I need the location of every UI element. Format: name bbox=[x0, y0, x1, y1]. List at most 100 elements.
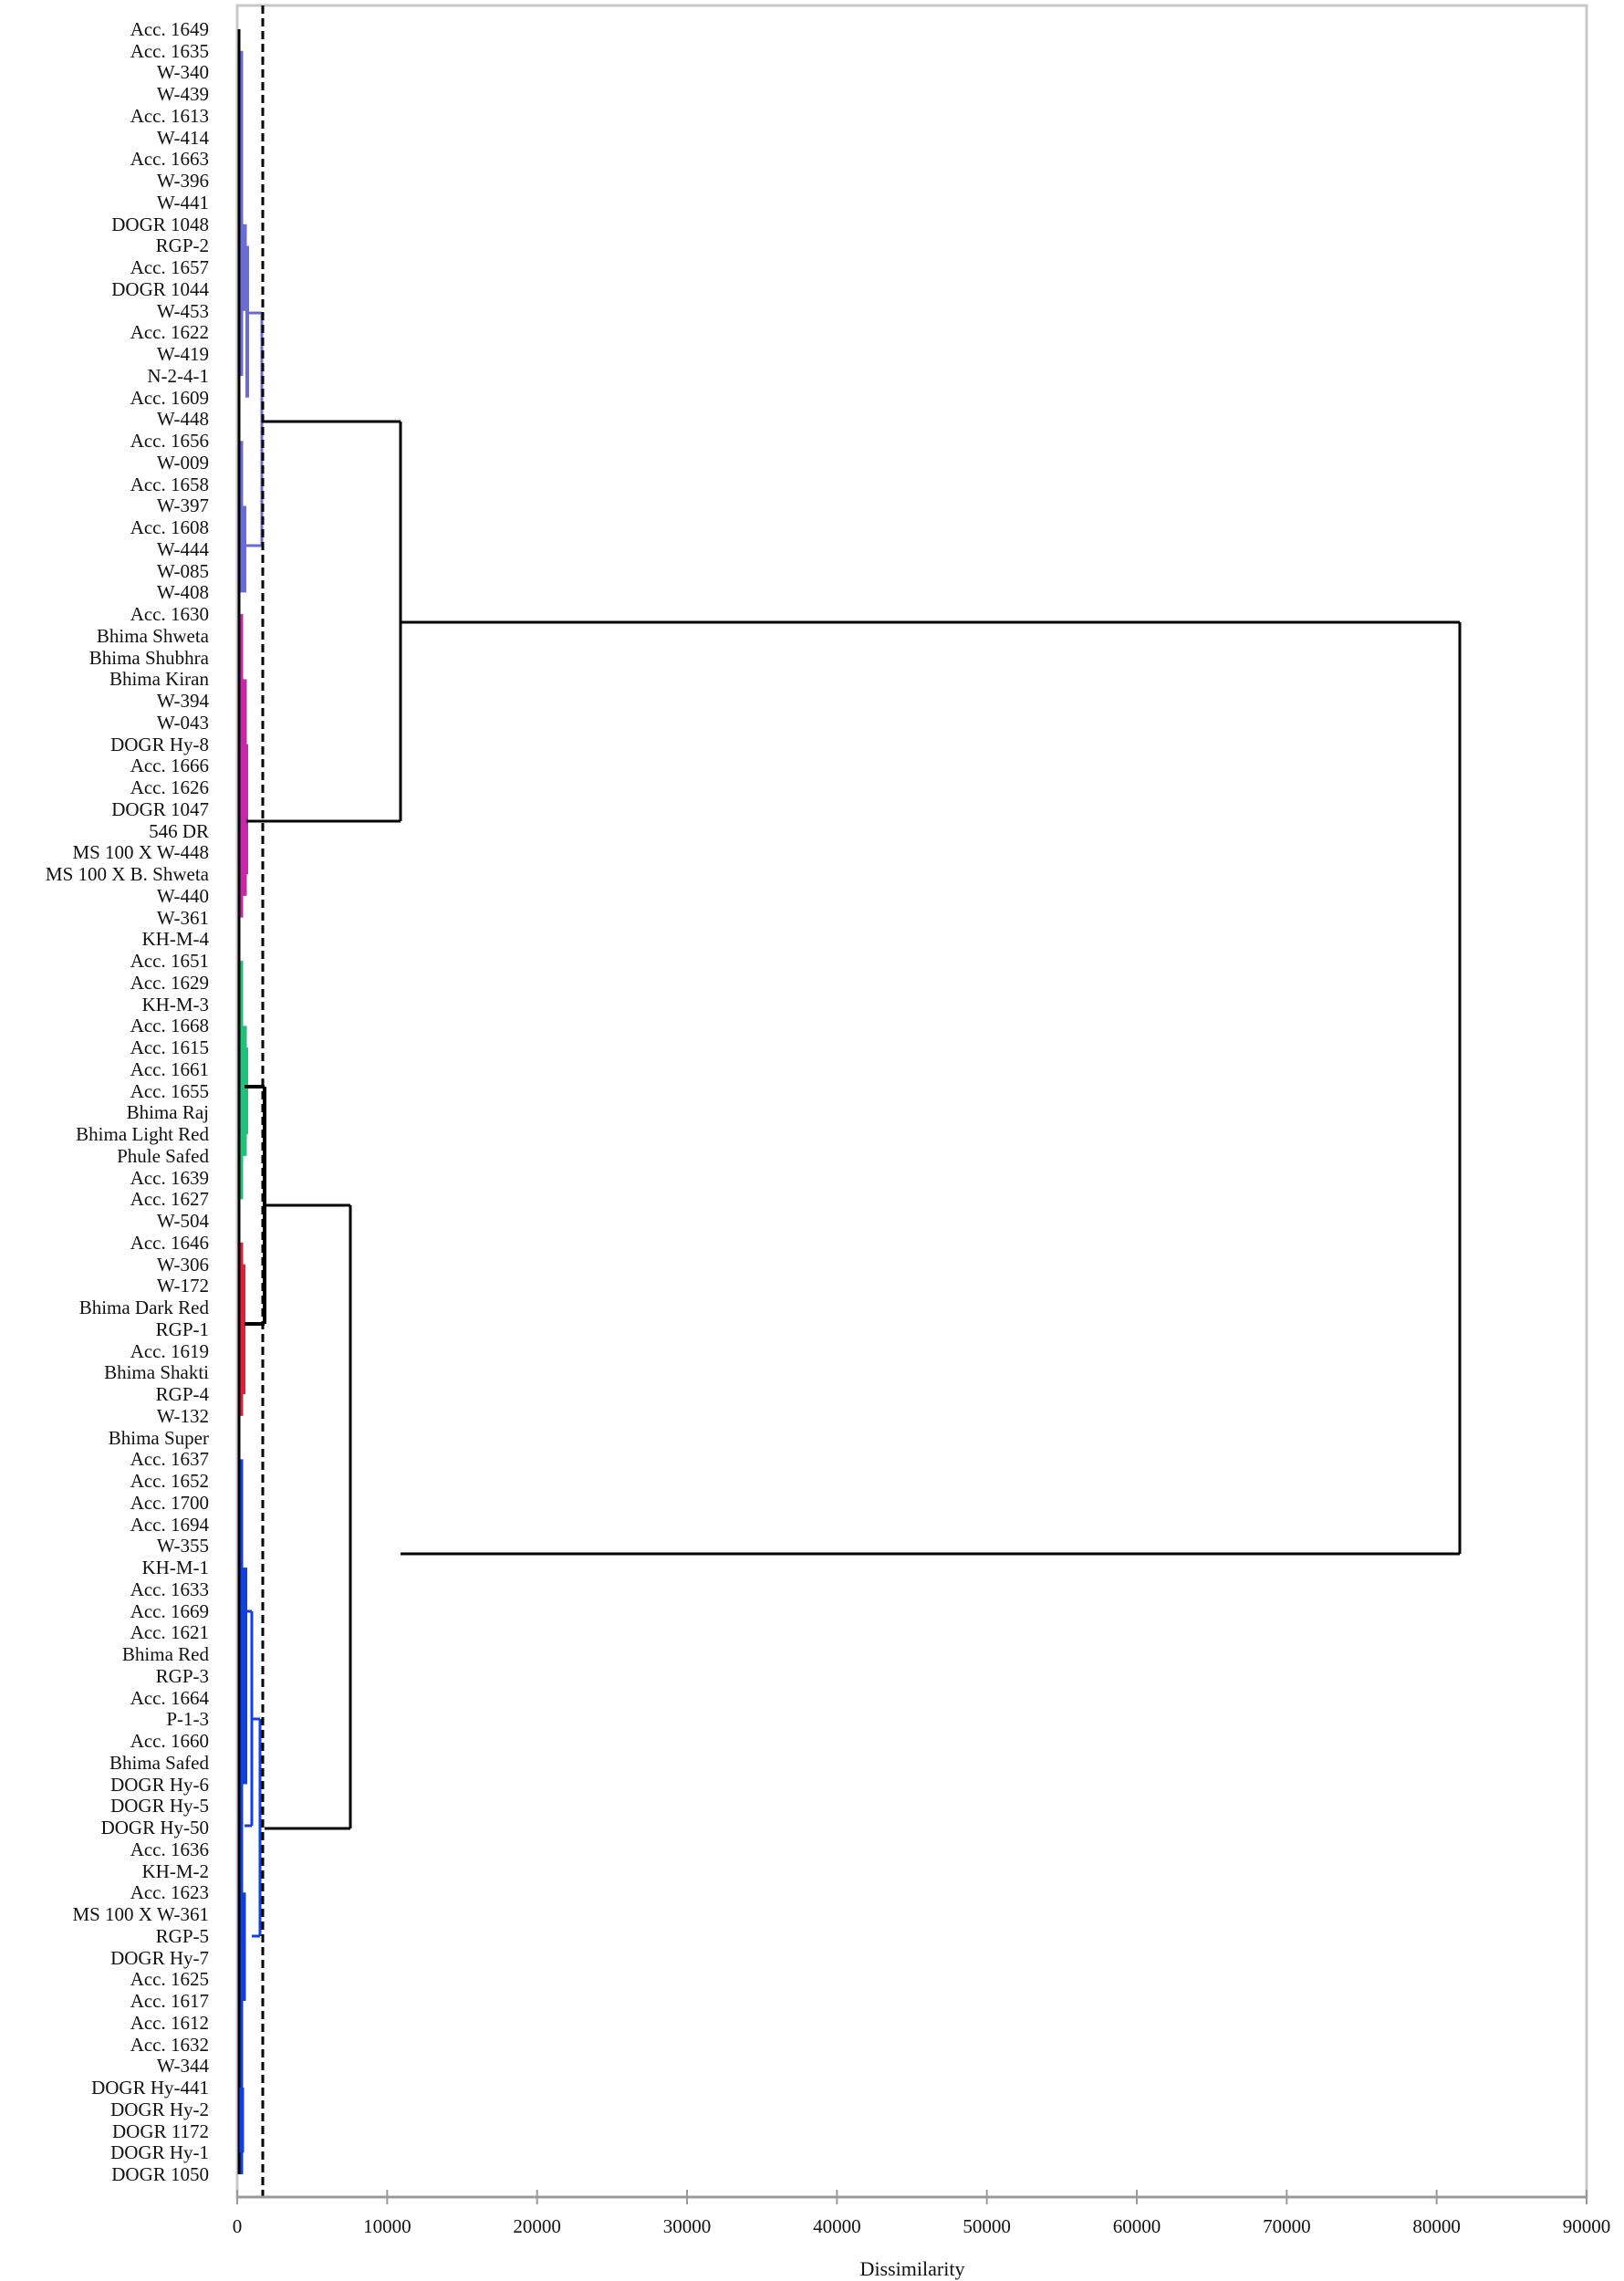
leaf-label: Acc. 1630 bbox=[130, 603, 209, 626]
x-tick-label: 20000 bbox=[513, 2215, 561, 2237]
leaf-label: Acc. 1609 bbox=[130, 386, 209, 409]
leaf-label: Bhima Dark Red bbox=[78, 1297, 209, 1319]
leaf-label: Acc. 1649 bbox=[130, 18, 209, 40]
leaf-label: W-355 bbox=[156, 1535, 209, 1557]
leaf-label: P-1-3 bbox=[166, 1708, 209, 1731]
leaf-label: W-441 bbox=[156, 191, 209, 214]
leaf-label: Acc. 1625 bbox=[130, 1968, 209, 1991]
leaf-label: W-344 bbox=[156, 2055, 209, 2078]
leaf-label: KH-M-2 bbox=[141, 1859, 210, 1882]
leaf-label: KH-M-3 bbox=[141, 993, 210, 1016]
leaf-label: Phule Safed bbox=[117, 1144, 209, 1167]
leaf-label: Acc. 1656 bbox=[130, 430, 209, 453]
leaf-label: Bhima Safed bbox=[109, 1751, 209, 1774]
leaf-label: W-340 bbox=[156, 61, 209, 84]
leaf-label: RGP-4 bbox=[155, 1383, 209, 1406]
leaf-label: Acc. 1660 bbox=[130, 1730, 209, 1753]
leaf-label: W-448 bbox=[156, 408, 209, 431]
leaf-label: Bhima Kiran bbox=[109, 668, 209, 691]
leaf-label: KH-M-4 bbox=[141, 928, 210, 951]
leaf-label: Acc. 1694 bbox=[130, 1513, 209, 1536]
leaf-label: RGP-3 bbox=[155, 1664, 209, 1687]
leaf-label: Acc. 1627 bbox=[130, 1188, 209, 1211]
leaf-label: DOGR 1044 bbox=[111, 277, 209, 300]
leaf-label: MS 100 X W-361 bbox=[72, 1903, 209, 1926]
leaf-label: Acc. 1608 bbox=[130, 516, 209, 539]
leaf-label: DOGR Hy-6 bbox=[110, 1773, 209, 1796]
x-tick-label: 10000 bbox=[363, 2215, 411, 2237]
leaf-label: Bhima Shakti bbox=[104, 1361, 209, 1384]
leaf-label: Acc. 1639 bbox=[130, 1166, 209, 1189]
leaf-label: KH-M-1 bbox=[141, 1557, 210, 1579]
leaf-label: W-440 bbox=[156, 884, 209, 907]
leaf-label: W-408 bbox=[156, 581, 209, 604]
dendrogram-tree bbox=[237, 29, 1462, 2174]
leaf-label: W-361 bbox=[156, 906, 209, 929]
leaf-label: DOGR Hy-5 bbox=[110, 1795, 209, 1818]
leaf-label: RGP-1 bbox=[155, 1318, 209, 1340]
leaf-label: Acc. 1619 bbox=[130, 1339, 209, 1362]
leaf-label: Acc. 1633 bbox=[130, 1578, 209, 1600]
x-tick-label: 30000 bbox=[662, 2215, 712, 2237]
x-tick-label: 90000 bbox=[1562, 2215, 1611, 2237]
leaf-label: W-419 bbox=[156, 343, 209, 366]
leaf-label: Bhima Raj bbox=[126, 1101, 209, 1124]
leaf-label: MS 100 X W-448 bbox=[72, 841, 209, 864]
leaf-label: DOGR 1050 bbox=[111, 2163, 209, 2185]
leaf-label: Acc. 1623 bbox=[130, 1881, 209, 1904]
leaf-label: Acc. 1629 bbox=[130, 971, 209, 994]
x-axis bbox=[236, 2190, 1588, 2204]
leaf-label: DOGR Hy-7 bbox=[110, 1946, 209, 1969]
leaf-label: W-444 bbox=[156, 537, 209, 560]
x-tick-label: 40000 bbox=[813, 2215, 861, 2237]
leaf-label: Acc. 1668 bbox=[130, 1015, 209, 1037]
leaf-label: Acc. 1617 bbox=[130, 1990, 209, 2013]
leaf-label: W-453 bbox=[156, 299, 209, 322]
leaf-label: Acc. 1622 bbox=[130, 321, 209, 344]
leaf-label: Acc. 1626 bbox=[130, 776, 209, 799]
leaf-label: Acc. 1666 bbox=[130, 755, 209, 777]
leaf-label: W-397 bbox=[156, 495, 209, 517]
leaf-label: Acc. 1651 bbox=[130, 950, 209, 973]
leaf-label: W-172 bbox=[156, 1275, 209, 1297]
leaf-label: DOGR Hy-50 bbox=[100, 1817, 209, 1839]
x-tick-label: 50000 bbox=[963, 2215, 1011, 2237]
leaf-label: Acc. 1700 bbox=[130, 1491, 209, 1514]
leaf-label: Acc. 1637 bbox=[130, 1448, 209, 1471]
leaf-label: 546 DR bbox=[149, 819, 209, 842]
x-tick-label: 70000 bbox=[1263, 2215, 1311, 2237]
leaf-label: DOGR Hy-1 bbox=[110, 2141, 209, 2164]
leaf-label: Acc. 1657 bbox=[130, 256, 209, 279]
leaf-label: W-043 bbox=[156, 711, 209, 734]
leaf-label: W-085 bbox=[156, 559, 209, 582]
x-tick-label: 60000 bbox=[1112, 2215, 1161, 2237]
leaf-label: Acc. 1661 bbox=[130, 1057, 209, 1080]
leaf-label: Bhima Shweta bbox=[96, 624, 209, 647]
leaf-label: Acc. 1615 bbox=[130, 1036, 209, 1059]
leaf-label: Acc. 1652 bbox=[130, 1470, 209, 1493]
leaf-label: W-504 bbox=[156, 1210, 209, 1233]
leaf-label: DOGR Hy-8 bbox=[110, 733, 209, 755]
leaf-label: Acc. 1646 bbox=[130, 1231, 209, 1254]
leaf-label: Acc. 1669 bbox=[130, 1599, 209, 1622]
leaf-label: Acc. 1655 bbox=[130, 1079, 209, 1102]
leaf-label: MS 100 X B. Shweta bbox=[45, 863, 209, 886]
leaf-label: Acc. 1664 bbox=[130, 1686, 209, 1709]
leaf-label: Acc. 1658 bbox=[130, 473, 209, 495]
leaf-label: DOGR 1048 bbox=[111, 213, 209, 235]
leaf-label: DOGR Hy-2 bbox=[110, 2098, 209, 2120]
leaf-label: Bhima Super bbox=[108, 1426, 209, 1449]
leaf-label: RGP-2 bbox=[155, 234, 209, 257]
leaf-label: Acc. 1636 bbox=[130, 1838, 209, 1860]
leaf-label: W-009 bbox=[156, 451, 209, 474]
leaf-label: Acc. 1632 bbox=[130, 2033, 209, 2056]
leaf-label: Acc. 1612 bbox=[130, 2011, 209, 2034]
x-axis-title: Dissimilarity bbox=[859, 2257, 965, 2280]
leaf-label: DOGR Hy-441 bbox=[91, 2077, 209, 2099]
leaf-label: W-414 bbox=[156, 126, 209, 149]
leaf-label: Acc. 1621 bbox=[130, 1621, 209, 1644]
leaf-label: Acc. 1613 bbox=[130, 104, 209, 127]
leaf-label: Bhima Red bbox=[121, 1643, 209, 1666]
leaf-label: Bhima Light Red bbox=[76, 1123, 209, 1146]
